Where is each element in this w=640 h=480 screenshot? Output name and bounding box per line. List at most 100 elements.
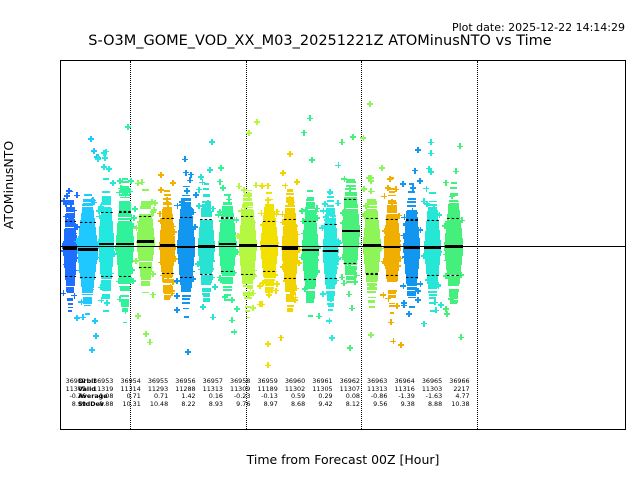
orbit-mean-bar <box>403 246 420 250</box>
orbit-stddev-mark <box>261 269 277 272</box>
orbit-mean-bar <box>260 244 279 247</box>
forecast-separator-line <box>476 61 478 429</box>
stats-column: 36962 11307 0.08 8.12 <box>334 377 360 409</box>
stats-cell-stddev: 8.12 <box>334 400 360 409</box>
orbit-stddev-mark <box>425 219 440 222</box>
stats-cell-orbit: 36956 <box>170 377 195 386</box>
stats-cell-orbit: 36964 <box>389 377 414 386</box>
orbit-stddev-mark <box>99 274 113 277</box>
orbit-stddev-mark <box>138 265 154 269</box>
orbit-stddev-mark <box>385 217 400 220</box>
stats-cell-orbit: 36953 <box>87 377 113 386</box>
stats-cell-average: 0.71 <box>142 393 168 401</box>
stats-row-label: StdDev <box>78 400 104 409</box>
stats-cell-average: 4.77 <box>444 393 469 401</box>
stats-cell-average: 0.59 <box>279 393 305 401</box>
stats-cell-stddev: 8.97 <box>252 400 278 409</box>
orbit-mean-bar <box>322 249 339 253</box>
stats-column: 36964 11316 -1.39 9.38 <box>389 377 415 408</box>
orbit-stddev-mark <box>178 215 194 218</box>
x-tick-mark <box>323 429 324 430</box>
orbit-data-cluster <box>61 61 625 429</box>
orbit-stddev-mark <box>343 262 359 265</box>
orbit-stddev-mark <box>240 214 256 218</box>
x-tick-mark <box>419 429 420 430</box>
orbit-stddev-mark <box>385 273 400 277</box>
data-canvas <box>61 61 625 429</box>
orbit-stddev-mark <box>404 218 419 221</box>
orbit-stddev-mark <box>343 198 359 201</box>
stats-cell-average: 0.29 <box>307 393 332 401</box>
stats-cell-average: 0.71 <box>115 393 141 401</box>
orbit-mean-bar <box>159 244 175 247</box>
stats-cell-stddev: 9.76 <box>224 400 250 409</box>
stats-cell-stddev: 8.22 <box>170 400 195 409</box>
orbit-stddev-mark <box>220 269 235 273</box>
stats-cell-average: -1.39 <box>389 393 415 401</box>
orbit-data-cluster <box>61 61 625 429</box>
stats-cell-average: 1.42 <box>170 393 195 401</box>
stats-cell-orbit: 36963 <box>361 377 387 386</box>
orbit-mean-bar <box>281 247 299 250</box>
stats-column: 36952 11305 -0.76 8.99 <box>60 377 86 408</box>
orbit-stddev-mark <box>303 220 318 223</box>
stats-cell-valid: 11319 <box>87 385 113 394</box>
forecast-separator-line <box>361 61 363 429</box>
stats-cell-average: -0.86 <box>361 393 388 401</box>
stats-cell-stddev: 9.42 <box>307 400 332 409</box>
stats-row-label: Average <box>78 393 108 401</box>
orbit-stddev-mark <box>446 217 462 220</box>
stats-cell-valid: 11305 <box>307 385 332 394</box>
orbit-mean-bar <box>77 248 98 251</box>
orbit-mean-bar <box>238 243 257 247</box>
page-title: S-O3M_GOME_VOD_XX_M03_20251221Z ATOMinus… <box>0 33 640 49</box>
stats-cell-orbit: 36961 <box>307 377 332 386</box>
stats-cell-valid: 11288 <box>170 385 195 394</box>
stats-column: 36959 11189 -0.13 8.97 <box>252 377 278 409</box>
orbit-stddev-mark <box>324 222 337 225</box>
stats-cell-stddev: 10.38 <box>444 400 469 409</box>
zero-reference-line <box>61 246 625 247</box>
stats-column: 36957 11313 0.16 8.93 <box>197 377 223 409</box>
stats-table: Orbit Valid Average StdDev 36952 11305 -0.76 8.… <box>60 377 626 412</box>
orbit-mean-bar <box>98 242 114 245</box>
stats-column: 36965 11303 -1.63 8.88 <box>416 377 443 408</box>
orbit-mean-bar <box>136 240 155 243</box>
stats-cell-orbit: 36955 <box>142 377 168 386</box>
stats-row-label: Valid <box>78 385 96 394</box>
stats-cell-orbit: 36954 <box>115 377 140 386</box>
orbit-stddev-mark <box>178 275 194 278</box>
orbit-stddev-mark <box>117 210 133 213</box>
stats-cell-orbit: 36958 <box>224 377 250 386</box>
stats-cell-average: 0.08 <box>334 393 360 401</box>
stats-cell-valid: 11313 <box>361 385 387 394</box>
stats-cell-average: 0.16 <box>197 393 223 401</box>
stats-cell-orbit: 36957 <box>197 377 223 386</box>
orbit-data-cluster <box>61 61 625 429</box>
orbit-stddev-mark <box>404 275 419 278</box>
stats-cell-orbit: 36965 <box>416 377 442 386</box>
orbit-mean-bar <box>424 246 441 249</box>
orbit-stddev-mark <box>261 219 277 222</box>
stats-column: 36955 11293 0.71 10.48 <box>142 377 168 408</box>
orbit-mean-bar <box>116 242 134 245</box>
orbit-stddev-mark <box>99 210 113 214</box>
stats-cell-valid: 2217 <box>444 385 469 394</box>
orbit-stddev-mark <box>160 216 174 220</box>
stats-column: 36963 11313 -0.86 9.56 <box>361 377 388 409</box>
stats-cell-valid: 11307 <box>334 385 360 394</box>
stats-column: 36966 2217 4.77 10.38 <box>444 377 469 409</box>
orbit-stddev-mark <box>364 216 380 220</box>
orbit-data-cluster <box>61 61 625 429</box>
stats-cell-valid: 11314 <box>115 385 140 394</box>
stats-row-label: Orbit <box>78 377 96 386</box>
x-tick-mark <box>612 429 613 430</box>
plot-date-label: Plot date: 2025-12-22 14:14:29 <box>452 21 625 34</box>
stats-cell-stddev: 8.93 <box>197 400 223 409</box>
orbit-stddev-mark <box>240 273 256 276</box>
stats-cell-average: -1.63 <box>416 393 443 401</box>
stats-cell-stddev: 8.68 <box>279 400 305 409</box>
y-axis-label: ATOMinusNTO <box>1 141 16 230</box>
stats-cell-stddev: 9.56 <box>361 400 387 409</box>
